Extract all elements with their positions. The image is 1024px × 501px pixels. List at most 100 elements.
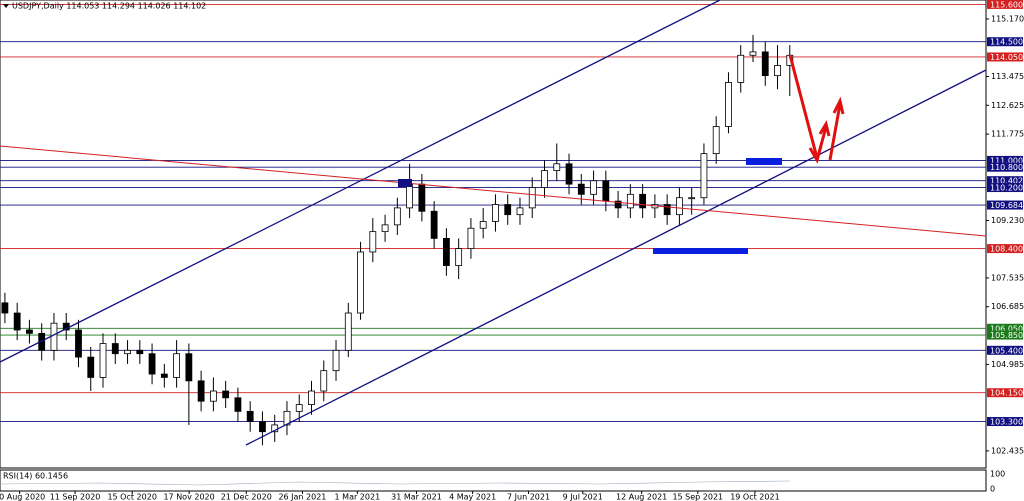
candle-body <box>13 312 21 331</box>
candle-body <box>737 54 745 83</box>
level-tag <box>987 52 1023 62</box>
level-tag <box>987 176 1023 186</box>
candle-body <box>222 390 230 399</box>
chart-title: USDJPY,Daily 114.053 114.294 114.026 114… <box>12 2 206 11</box>
candle-body <box>614 200 622 209</box>
y-tick-label: 115.170 <box>991 14 1024 23</box>
candle-body <box>320 370 328 392</box>
level-tag <box>987 162 1023 172</box>
level-label: 115.600 <box>990 0 1023 9</box>
level-label: 114.500 <box>990 38 1023 47</box>
level-tag <box>987 345 1023 355</box>
candle-body <box>565 163 573 185</box>
x-tick-label: 10 Aug 2020 <box>0 493 45 501</box>
candle-body <box>111 343 119 355</box>
y-tick-label: 104.985 <box>991 360 1024 369</box>
candle-body <box>688 197 696 200</box>
annotations <box>0 0 987 486</box>
y-tick-label: 113.475 <box>991 72 1024 81</box>
level-tag <box>987 200 1023 210</box>
candle-body <box>308 390 315 405</box>
rsi-tick-label: 100 <box>990 470 1005 479</box>
candle-body <box>479 221 487 229</box>
candle-body <box>577 183 585 195</box>
x-tick-label: 31 Mar 2021 <box>391 493 442 501</box>
level-label: 105.850 <box>990 331 1023 340</box>
candle-body <box>209 390 217 402</box>
candle-body <box>160 373 168 378</box>
rsi-tick-label: 0 <box>990 485 995 494</box>
candle-body <box>246 410 254 422</box>
candle-body <box>626 193 634 209</box>
channel-upper <box>0 0 721 363</box>
candle-body <box>75 329 82 358</box>
level-label: 103.300 <box>990 418 1023 427</box>
candle-body <box>124 349 131 355</box>
arrow <box>815 126 828 161</box>
candle-body <box>295 404 303 412</box>
x-tick-label: 26 Jan 2021 <box>278 493 326 501</box>
x-tick-label: 15 Sep 2021 <box>672 493 723 501</box>
candle-body <box>712 126 720 155</box>
candle-body <box>26 329 33 334</box>
candle-body <box>516 207 524 216</box>
rsi-label: RSI(14) 60.1456 <box>3 472 68 481</box>
candle-body <box>332 349 340 372</box>
downtrend-line <box>0 145 987 237</box>
candle-body <box>418 183 426 212</box>
arrow <box>828 103 842 161</box>
candle-body <box>455 248 463 266</box>
candle-body <box>234 397 242 412</box>
candle-body <box>136 349 144 355</box>
candle-body <box>639 193 647 209</box>
level-label: 110.402 <box>990 177 1023 186</box>
candles <box>1 34 794 446</box>
y-tick-label: 107.535 <box>991 273 1024 282</box>
zone <box>746 158 782 165</box>
rsi-line <box>0 480 791 486</box>
x-tick-label: 12 Aug 2021 <box>616 493 667 501</box>
level-label: 104.150 <box>990 389 1023 398</box>
x-tick-label: 19 Oct 2021 <box>730 493 779 501</box>
zone <box>653 248 748 254</box>
level-tag <box>987 155 1023 165</box>
rsi-frame <box>0 469 987 492</box>
candle-body <box>259 421 266 433</box>
candle-body <box>725 82 732 127</box>
candle-body <box>553 163 561 171</box>
candle-body <box>528 187 536 209</box>
x-tick-label: 11 Sep 2020 <box>50 493 101 501</box>
x-tick-label: 9 Jul 2021 <box>563 493 603 501</box>
candle-body <box>749 51 757 56</box>
candle-body <box>185 353 193 382</box>
zone <box>398 179 412 187</box>
level-label: 110.200 <box>990 184 1023 193</box>
x-tick-label: 17 Nov 2020 <box>163 493 214 501</box>
menu-triangle <box>3 4 9 8</box>
y-tick-label: 112.625 <box>991 101 1024 110</box>
candle-body <box>430 210 438 239</box>
level-tag <box>987 244 1023 254</box>
arrows <box>788 54 845 164</box>
candle-body <box>87 356 95 378</box>
x-tick-label: 1 Mar 2021 <box>335 493 381 501</box>
candle-body <box>406 183 414 209</box>
level-label: 110.800 <box>990 163 1023 172</box>
candle-body <box>393 207 401 226</box>
candle-body <box>442 238 450 266</box>
level-tag <box>987 37 1023 47</box>
candle-body <box>774 65 781 77</box>
candle-body <box>492 204 499 222</box>
level-label: 109.684 <box>990 201 1023 210</box>
candle-body <box>148 353 156 375</box>
level-tag <box>987 388 1023 398</box>
arrow-head <box>832 96 845 115</box>
levels <box>0 3 986 422</box>
candle-body <box>663 204 671 216</box>
candle-body <box>50 322 58 351</box>
level-label: 105.400 <box>990 346 1023 355</box>
candle-body <box>381 224 389 233</box>
level-tag <box>987 330 1023 340</box>
candle-body <box>602 180 610 202</box>
